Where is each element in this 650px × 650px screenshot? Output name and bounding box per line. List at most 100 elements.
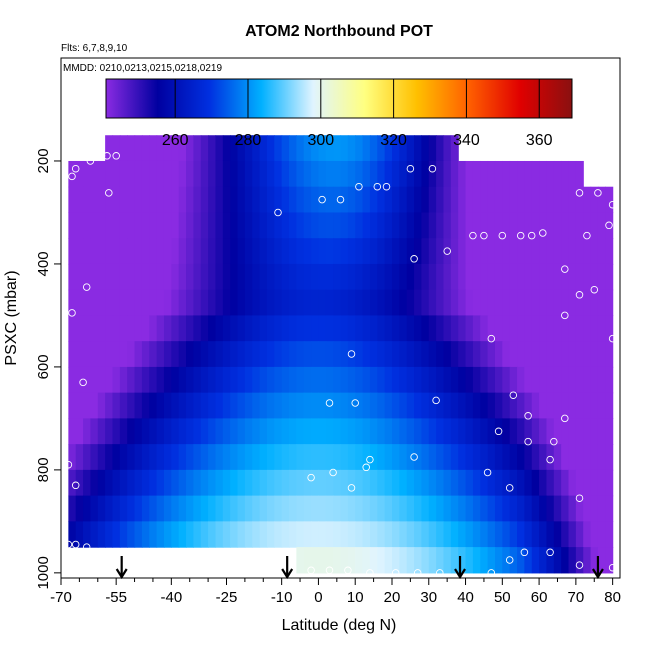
heatmap-cell <box>119 212 128 239</box>
heatmap-cell <box>333 238 342 265</box>
heatmap-cell <box>421 135 430 162</box>
heatmap-cell <box>502 238 511 265</box>
heatmap-cell <box>200 238 209 265</box>
heatmap-cell <box>480 366 489 394</box>
heatmap-cell <box>509 341 518 368</box>
heatmap-cell <box>112 160 121 188</box>
heatmap-cell <box>259 521 268 548</box>
heatmap-cell <box>208 186 217 214</box>
heatmap-cell <box>502 469 511 497</box>
heatmap-cell <box>230 238 239 265</box>
heatmap-cell <box>119 160 128 188</box>
heatmap-cell <box>83 469 92 497</box>
heatmap-cell <box>406 341 415 368</box>
heatmap-cell <box>443 289 452 317</box>
heatmap-cell <box>575 469 584 497</box>
heatmap-cell <box>119 495 128 522</box>
heatmap-cell <box>281 160 290 188</box>
heatmap-cell <box>605 392 614 419</box>
heatmap-cell <box>502 495 511 522</box>
heatmap-cell <box>502 366 511 394</box>
heatmap-cell <box>127 212 136 239</box>
heatmap-cell <box>215 186 224 214</box>
heatmap-cell <box>97 495 106 522</box>
heatmap-cell <box>230 521 239 548</box>
heatmap-cell <box>303 444 312 471</box>
heatmap-cell <box>289 135 297 162</box>
x-tick-label: 20 <box>384 589 401 606</box>
heatmap-cell <box>443 212 452 239</box>
heatmap-cell <box>458 547 467 574</box>
heatmap-cell <box>83 392 92 419</box>
heatmap-cell <box>414 160 423 188</box>
heatmap-cell <box>208 366 217 394</box>
heatmap-cell <box>524 341 533 368</box>
heatmap-cell <box>406 212 415 239</box>
heatmap-cell <box>436 444 445 471</box>
heatmap-cell <box>590 238 599 265</box>
heatmap-cell <box>436 186 445 214</box>
colorbar-tick-label: 340 <box>453 132 480 149</box>
heatmap-cell <box>171 212 180 239</box>
heatmap-cell <box>259 160 268 188</box>
heatmap-cell <box>208 418 217 445</box>
heatmap-cell <box>362 366 371 394</box>
heatmap-cell <box>597 366 606 394</box>
heatmap-cell <box>252 212 261 239</box>
heatmap-cell <box>355 495 364 522</box>
heatmap-cell <box>215 289 224 317</box>
heatmap-cell <box>590 263 599 291</box>
heatmap-cell <box>178 392 187 419</box>
heatmap-cell <box>480 289 489 317</box>
heatmap-cell <box>458 238 467 265</box>
heatmap-cell <box>325 418 334 445</box>
heatmap-cell <box>575 315 584 342</box>
colorbar-tick-label: 260 <box>162 132 189 149</box>
heatmap-cell <box>127 366 136 394</box>
heatmap-cell <box>186 212 194 239</box>
observation-point <box>436 569 444 577</box>
heatmap-cell <box>391 186 400 214</box>
observation-point <box>366 455 374 464</box>
x-tick-label: 30 <box>420 589 437 606</box>
heatmap-cell <box>347 418 356 445</box>
heatmap-cell <box>362 315 371 342</box>
heatmap-cell <box>333 547 342 574</box>
heatmap-cell <box>75 263 84 291</box>
heatmap-cell <box>502 418 511 445</box>
heatmap-cell <box>303 212 312 239</box>
heatmap-cell <box>443 341 452 368</box>
heatmap-cell <box>325 444 334 471</box>
heatmap-cell <box>222 186 231 214</box>
observation-point <box>105 189 113 197</box>
heatmap-cell <box>561 238 570 265</box>
heatmap-cell <box>325 212 334 239</box>
x-tick-label: -40 <box>160 589 182 606</box>
heatmap-cell <box>163 495 172 522</box>
heatmap-cell <box>575 238 584 265</box>
heatmap-cell <box>502 444 511 471</box>
heatmap-cell <box>472 186 481 214</box>
heatmap-cell <box>296 238 305 265</box>
heatmap-cell <box>83 315 92 342</box>
heatmap-cell <box>502 521 511 548</box>
heatmap-cell <box>465 186 474 214</box>
heatmap-cell <box>237 495 246 522</box>
heatmap-cell <box>399 547 408 574</box>
heatmap-cell <box>546 469 555 497</box>
observation-point <box>325 399 334 407</box>
heatmap-cell <box>384 547 393 574</box>
heatmap-cell <box>119 315 128 342</box>
heatmap-cell <box>325 495 334 522</box>
heatmap-cell <box>428 418 437 445</box>
heatmap-cell <box>472 238 481 265</box>
heatmap-cell <box>406 186 415 214</box>
heatmap-cell <box>583 341 592 368</box>
observation-point <box>487 569 496 577</box>
heatmap-cell <box>436 418 445 445</box>
heatmap-cell <box>163 418 172 445</box>
heatmap-cell <box>112 186 121 214</box>
heatmap-cell <box>303 418 312 445</box>
heatmap-cell <box>575 263 584 291</box>
heatmap-cell <box>561 366 570 394</box>
